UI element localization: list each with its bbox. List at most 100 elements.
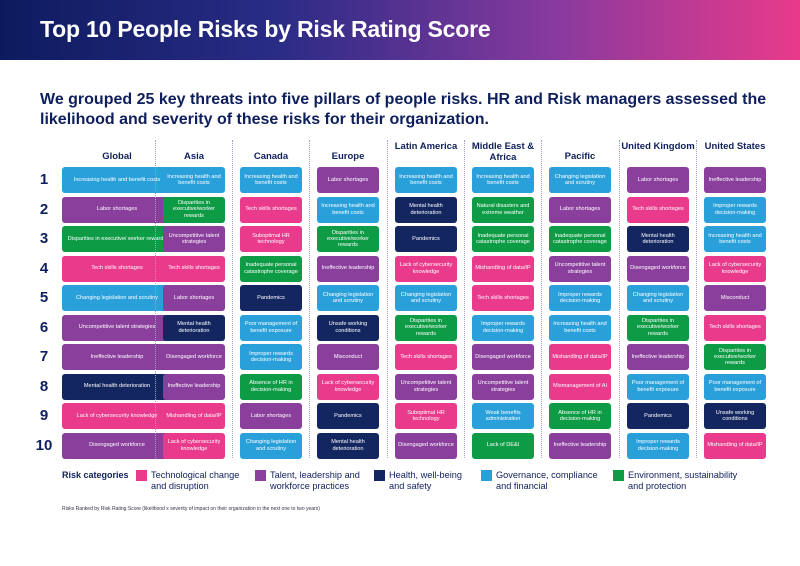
risk-cell: Tech skills shortages bbox=[627, 196, 689, 223]
risk-cell: Disengaged workforce bbox=[163, 344, 225, 370]
rank-number: 10 bbox=[35, 436, 53, 454]
risk-cell: Changing legislation and scrutiny bbox=[240, 432, 302, 459]
legend-item-tech: Technological change and disruption bbox=[136, 470, 248, 492]
rank-number: 1 bbox=[39, 171, 49, 188]
risk-label: Unsafe working conditions bbox=[715, 409, 755, 422]
risk-cell: Improper rewards decision-making bbox=[472, 314, 534, 341]
legend-swatch bbox=[374, 470, 385, 481]
risk-cell: Mental health deterioration bbox=[317, 432, 379, 459]
legend-label: Technological change and disruption bbox=[151, 470, 240, 491]
risk-cell: Unsafe working conditions bbox=[704, 403, 766, 429]
risk-cell: Increasing health and benefit costs bbox=[62, 167, 172, 193]
column-header-europe: Europe bbox=[331, 151, 365, 162]
risk-cell: Inadequate personal catastrophe coverage bbox=[549, 226, 611, 252]
risk-cell: Mishandling of data/IP bbox=[549, 344, 611, 370]
risk-label: Mental health deterioration bbox=[83, 383, 151, 390]
risk-label: Disparities in executive/worker rewards bbox=[173, 200, 215, 219]
risk-label: Tech skills shortages bbox=[477, 294, 529, 301]
risk-label: Tech skills shortages bbox=[709, 324, 761, 331]
risk-cell: Disengaged workforce bbox=[62, 432, 172, 459]
risk-label: Mishandling of data/IP bbox=[166, 412, 222, 419]
column-divider bbox=[232, 140, 233, 458]
risk-label: Disparities in executive/worker rewards bbox=[637, 318, 679, 337]
risk-label: Lack of cybersecurity knowledge bbox=[399, 262, 453, 275]
risk-label: Uncompetitive talent strategies bbox=[477, 380, 529, 393]
risk-label: Mental health deterioration bbox=[409, 203, 443, 216]
risk-label: Pandemics bbox=[334, 412, 362, 419]
risk-cell: Suboptimal HR technology bbox=[240, 226, 302, 252]
risk-label: Changing legislation and scrutiny bbox=[322, 291, 374, 304]
risk-cell: Lack of cybersecurity knowledge bbox=[704, 255, 766, 282]
risk-label: Ineffective leadership bbox=[631, 353, 685, 360]
risk-cell: Tech skills shortages bbox=[62, 255, 172, 282]
risk-label: Natural disasters and extreme weather bbox=[476, 203, 530, 216]
risk-cell: Increasing health and benefit costs bbox=[240, 167, 302, 193]
column-divider bbox=[387, 140, 388, 458]
risk-label: Poor management of benefit exposure bbox=[708, 380, 762, 393]
column-header-asia: Asia bbox=[183, 151, 205, 162]
risk-cell: Disparities in executive/worker rewards bbox=[627, 314, 689, 341]
risk-cell: Uncompetitive talent strategies bbox=[549, 255, 611, 282]
risk-cell: Poor management of benefit exposure bbox=[627, 373, 689, 400]
risk-label: Disengaged workforce bbox=[475, 353, 531, 360]
risk-label: Poor management of benefit exposure bbox=[631, 380, 685, 393]
risk-label: Increasing health and benefit costs bbox=[708, 232, 762, 245]
risk-label: Absence of HR in decision-making bbox=[249, 380, 293, 393]
risk-label: Improper rewards decision-making bbox=[636, 439, 680, 452]
risk-label: Pandemics bbox=[257, 294, 285, 301]
risk-cell: Changing legislation and scrutiny bbox=[549, 167, 611, 193]
risk-label: Lack of cybersecurity knowledge bbox=[76, 412, 158, 419]
risk-label: Mental health deterioration bbox=[331, 439, 365, 452]
legend-swatch bbox=[613, 470, 624, 481]
risk-cell: Ineffective leadership bbox=[317, 255, 379, 282]
risk-label: Increasing health and benefit costs bbox=[167, 173, 221, 186]
risk-label: Lack of cybersecurity knowledge bbox=[167, 439, 221, 452]
legend-swatch bbox=[255, 470, 266, 481]
risk-label: Pandemics bbox=[412, 235, 440, 242]
risk-cell: Uncompetitive talent strategies bbox=[472, 373, 534, 400]
risk-cell: Changing legislation and scrutiny bbox=[627, 285, 689, 311]
legend-swatch bbox=[481, 470, 492, 481]
column-divider bbox=[309, 140, 310, 458]
risk-cell: Disparities in executive/ worker rewards bbox=[62, 226, 172, 252]
risk-cell: Labor shortages bbox=[240, 403, 302, 429]
risk-cell: Increasing health and benefit costs bbox=[317, 196, 379, 223]
risk-label: Uncompetitive talent strategies bbox=[78, 324, 156, 331]
column-divider bbox=[155, 140, 156, 458]
risk-cell: Labor shortages bbox=[627, 167, 689, 193]
risk-label: Mental health deterioration bbox=[177, 321, 211, 334]
risk-cell: Labor shortages bbox=[163, 285, 225, 311]
risk-label: Improper rewards decision-making bbox=[481, 321, 525, 334]
risk-cell: Improper rewards decision-making bbox=[549, 285, 611, 311]
risk-cell: Disengaged workforce bbox=[472, 344, 534, 370]
risk-cell: Tech skills shortages bbox=[163, 255, 225, 282]
column-header-united-states: United States bbox=[704, 141, 766, 152]
risk-label: Disparities in executive/worker rewards bbox=[327, 229, 369, 249]
risk-cell: Pandemics bbox=[395, 226, 457, 252]
risk-cell: Misconduct bbox=[704, 285, 766, 311]
column-header-latin-america: Latin America bbox=[394, 141, 458, 152]
risk-label: Increasing health and benefit costs bbox=[399, 173, 453, 186]
risk-label: Labor shortages bbox=[637, 176, 679, 183]
risk-label: Labor shortages bbox=[327, 176, 369, 183]
risk-label: Tech skills shortages bbox=[168, 265, 220, 272]
risk-label: Lack of cybersecurity knowledge bbox=[321, 380, 375, 393]
risk-cell: Mishandling of data/IP bbox=[704, 432, 766, 459]
risk-cell: Increasing health and benefit costs bbox=[549, 314, 611, 341]
risk-cell: Inadequate personal catastrophe coverage bbox=[240, 255, 302, 282]
risk-cell: Absence of HR in decision-making bbox=[240, 373, 302, 400]
risk-cell: Disengaged workforce bbox=[395, 432, 457, 459]
risk-cell: Uncompetitive talent strategies bbox=[163, 226, 225, 252]
legend-item-talent: Talent, leadership and workforce practic… bbox=[255, 470, 367, 492]
risk-label: Disengaged workforce bbox=[89, 442, 145, 449]
risk-label: Disparities in executive/worker rewards bbox=[714, 347, 756, 367]
risk-label: Improper rewards decision-making bbox=[558, 291, 602, 304]
risk-cell: Misconduct bbox=[317, 344, 379, 370]
page-title: Top 10 People Risks by Risk Rating Score bbox=[40, 16, 491, 42]
rank-number: 4 bbox=[39, 259, 49, 277]
risk-label: Changing legislation and scrutiny bbox=[632, 291, 684, 304]
risk-label: Mishandling of data/IP bbox=[552, 353, 608, 360]
risk-cell: Lack of cybersecurity knowledge bbox=[395, 255, 457, 282]
risk-label: Poor management of benefit exposure bbox=[244, 321, 298, 334]
risk-label: Labor shortages bbox=[96, 206, 138, 213]
